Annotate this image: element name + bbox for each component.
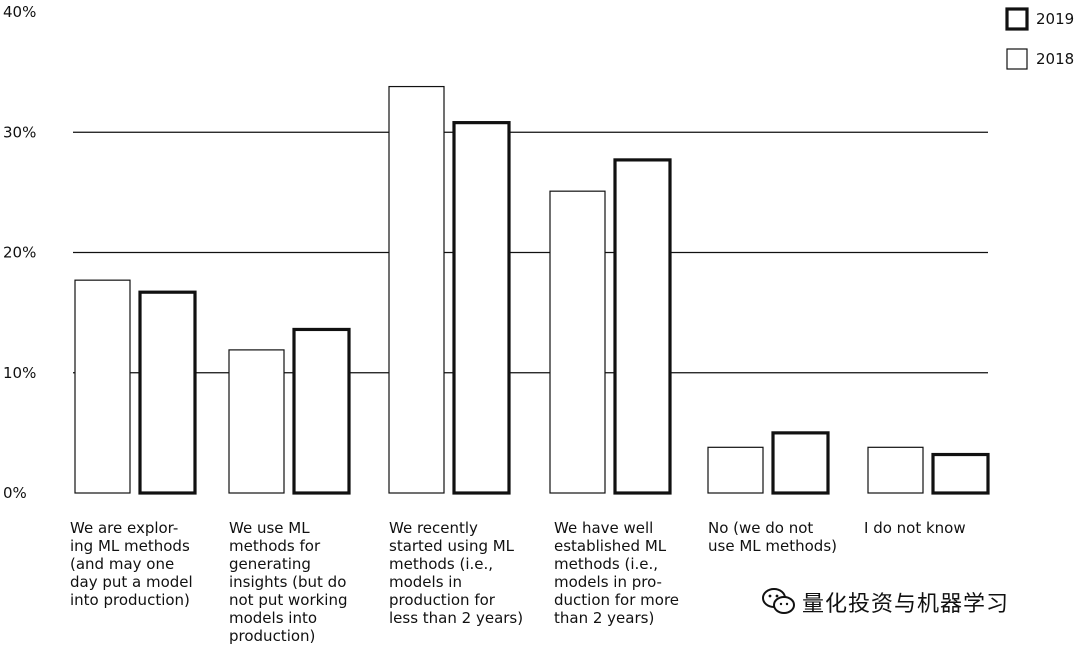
- y-tick-label: 20%: [3, 244, 36, 262]
- y-tick-label: 40%: [3, 3, 36, 21]
- y-tick-label: 10%: [3, 364, 36, 382]
- bars: [74, 85, 990, 495]
- category-label: We use ML methods for generating insight…: [229, 519, 348, 645]
- bar-2019-3: [613, 158, 672, 495]
- legend-label-2019: 2019: [1036, 10, 1074, 28]
- bar-2018-4: [707, 446, 764, 494]
- legend-swatch-2018: [1006, 48, 1028, 70]
- watermark-text: 量化投资与机器学习: [802, 592, 1010, 617]
- legend-swatch-2019: [1005, 7, 1029, 31]
- bar-2018-3: [549, 190, 606, 494]
- bar-2019-5: [931, 452, 990, 495]
- bar-2019-2: [452, 121, 511, 495]
- bar-2018-1: [228, 349, 285, 494]
- bar-2018-5: [867, 446, 924, 494]
- category-label: We have well established ML methods (i.e…: [554, 519, 680, 627]
- bar-2018-2: [388, 85, 445, 494]
- legend-label-2018: 2018: [1036, 50, 1074, 68]
- y-tick-label: 0%: [3, 484, 27, 502]
- category-label: We recently started using ML methods (i.…: [389, 519, 524, 627]
- legend: 2019 2018: [1005, 7, 1074, 70]
- y-tick-label: 30%: [3, 123, 36, 141]
- category-label: We are explor- ing ML methods (and may o…: [70, 519, 193, 609]
- category-label: I do not know: [864, 519, 966, 537]
- watermark: 量化投资与机器学习: [760, 584, 1060, 618]
- wechat-icon: [762, 588, 795, 614]
- gridlines: [73, 131, 988, 374]
- bar-2019-4: [771, 431, 830, 495]
- bar-2019-0: [138, 290, 197, 495]
- bar-2019-1: [292, 327, 351, 495]
- category-label: No (we do not use ML methods): [708, 519, 837, 555]
- y-axis-ticks: 0% 10% 20% 30% 40%: [3, 3, 36, 502]
- bar-2018-0: [74, 279, 131, 494]
